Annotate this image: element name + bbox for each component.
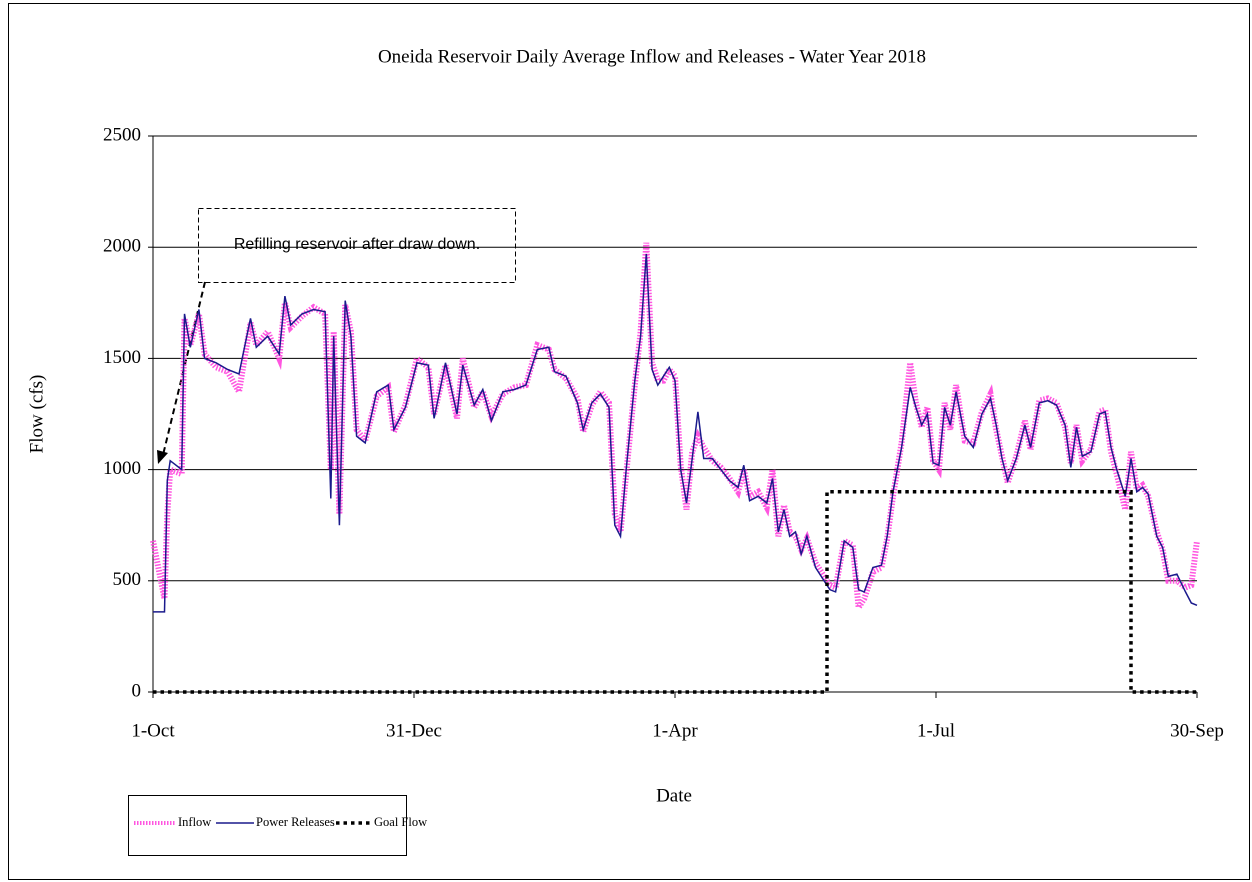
x-tick-label: 30-Sep	[1170, 720, 1224, 741]
series-line	[153, 253, 1198, 613]
x-tick-label: 31-Dec	[386, 720, 442, 741]
legend-label: Power Releases	[256, 815, 335, 829]
x-tick-label: 1-Apr	[652, 720, 698, 741]
legend-label: Inflow	[178, 815, 211, 829]
annotation-text: Refilling reservoir after draw down.	[234, 236, 480, 253]
y-axis-label: Flow (cfs)	[26, 375, 47, 454]
y-tick-label: 2500	[103, 124, 141, 145]
series-line	[153, 490, 1197, 694]
annotation-arrowhead	[157, 450, 168, 464]
x-tick-label: 1-Oct	[131, 720, 175, 741]
legend-label: Goal Flow	[374, 815, 427, 829]
y-tick-label: 2000	[103, 236, 141, 257]
x-tick-label: 1-Jul	[917, 720, 955, 741]
x-axis-label: Date	[656, 785, 692, 806]
y-tick-label: 1500	[103, 347, 141, 368]
y-tick-label: 500	[113, 569, 142, 590]
chart-title: Oneida Reservoir Daily Average Inflow an…	[378, 46, 926, 67]
y-tick-label: 1000	[103, 458, 141, 479]
legend-box	[128, 795, 407, 856]
y-tick-label: 0	[132, 680, 142, 701]
annotation-box	[198, 208, 516, 283]
